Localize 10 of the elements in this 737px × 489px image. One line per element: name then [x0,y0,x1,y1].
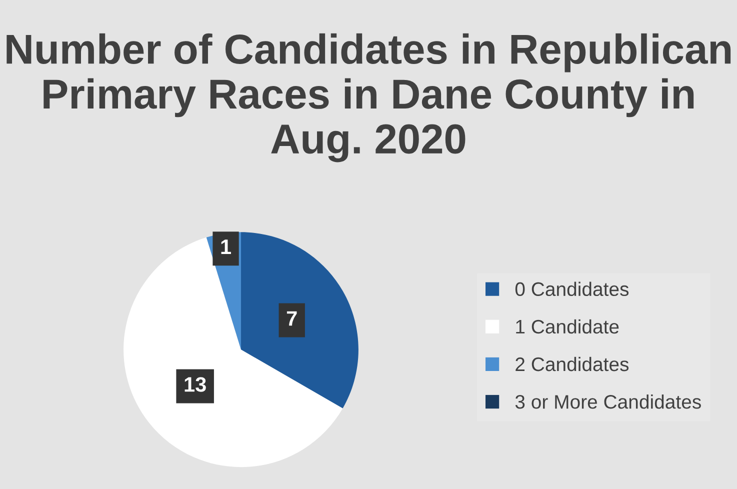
legend-label: 3 or More Candidates [515,394,701,409]
pie-slice [241,232,358,408]
data-label: 7 [286,311,297,326]
legend-label: 1 Candidate [516,319,619,334]
legend-label: 0 Candidates [515,282,629,296]
pie-slice [124,237,343,468]
chart-title: Number of Candidates in Republican Primary Races in Dane County in Aug. 2020 [6,33,731,162]
legend-label: 2 Candidates [516,356,629,372]
data-label: 1 [221,240,231,254]
data-label: 13 [184,377,206,392]
